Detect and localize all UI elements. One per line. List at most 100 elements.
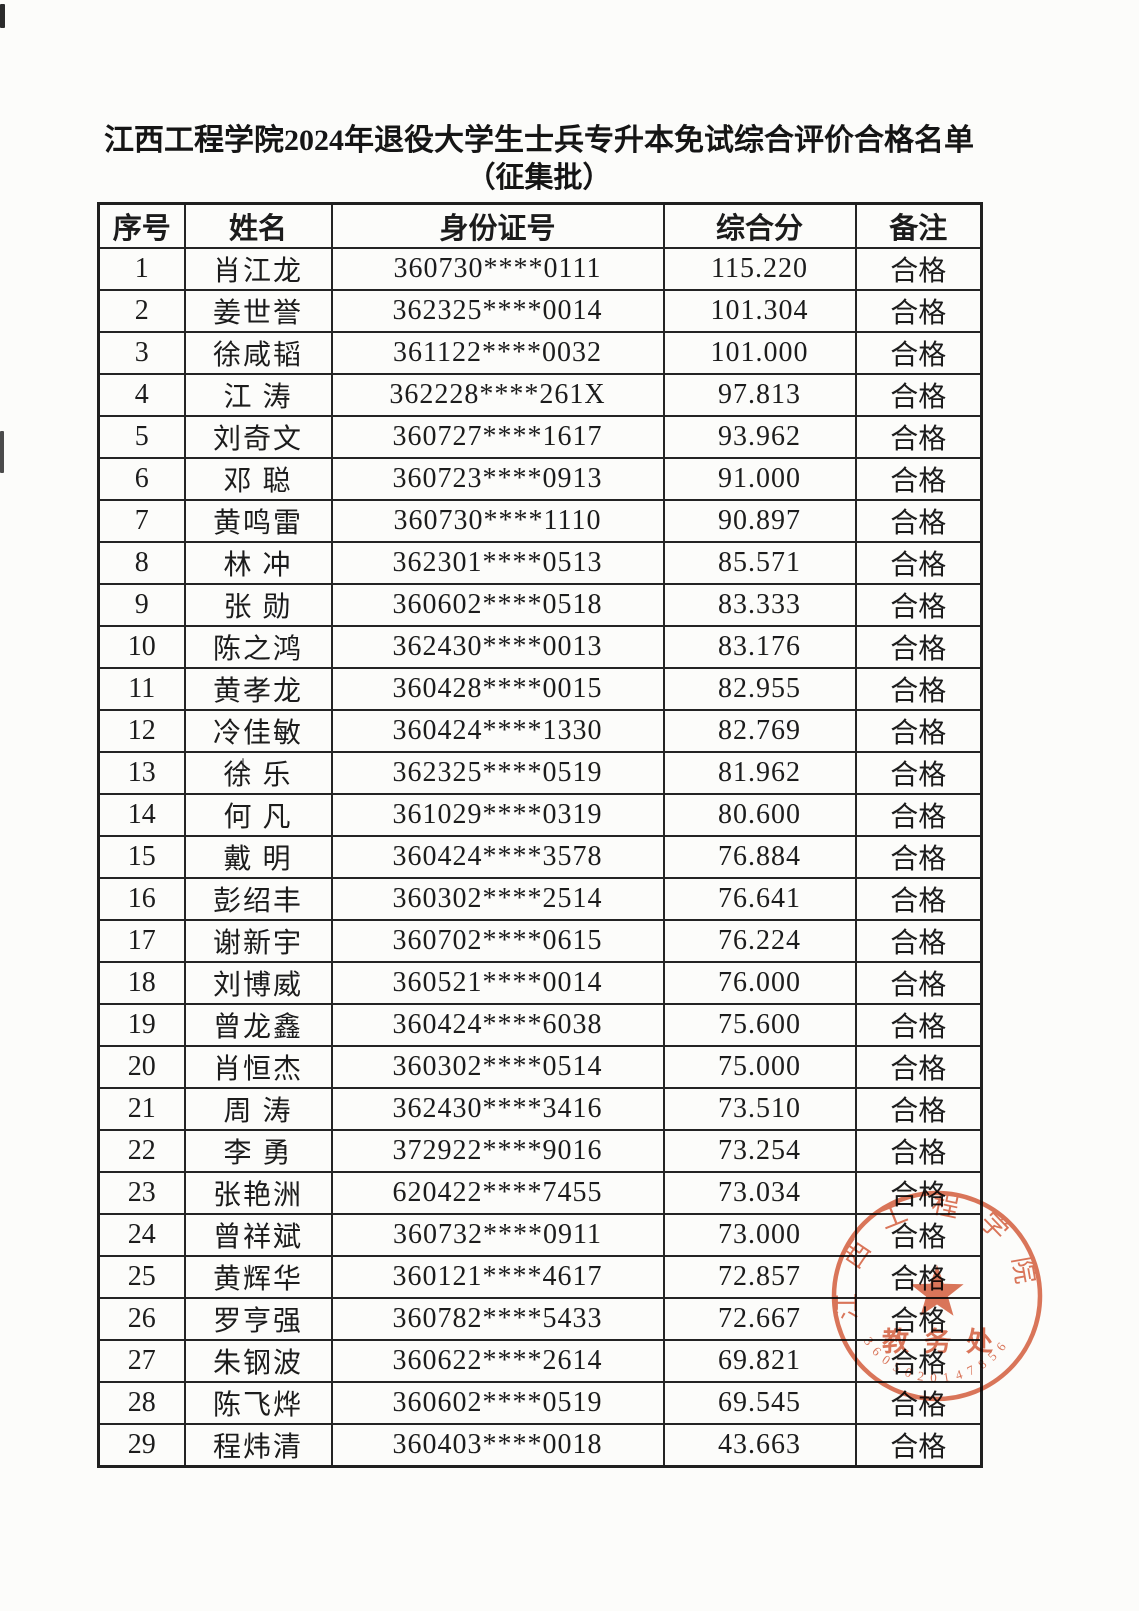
- score-cell: 73.034: [662, 1171, 857, 1215]
- score-cell: 69.821: [662, 1339, 857, 1383]
- name-cell: 徐咸韬: [183, 331, 333, 375]
- score-cell: 72.857: [662, 1255, 857, 1299]
- row-number-cell: 3: [97, 331, 186, 375]
- score-cell: 82.769: [662, 709, 857, 753]
- score-cell: 73.254: [662, 1129, 857, 1173]
- name-cell: 邓 聪: [183, 457, 333, 501]
- id-number-cell: 360424****1330: [330, 709, 665, 753]
- row-number-cell: 1: [97, 247, 186, 291]
- score-cell: 72.667: [662, 1297, 857, 1341]
- name-cell: 陈飞烨: [183, 1381, 333, 1425]
- name-cell: 张艳洲: [183, 1171, 333, 1215]
- row-number-cell: 27: [97, 1339, 186, 1383]
- table-row: 26 罗亨强 360782****5433 72.667 合格: [97, 1297, 983, 1341]
- score-cell: 101.304: [662, 289, 857, 333]
- name-cell: 姜世誉: [183, 289, 333, 333]
- table-row: 22 李 勇 372922****9016 73.254 合格: [97, 1129, 983, 1173]
- column-header-cell: 姓名: [183, 202, 333, 249]
- document-title-line2: （征集批）: [466, 162, 612, 194]
- name-cell: 刘奇文: [183, 415, 333, 459]
- remark-cell: 合格: [854, 1171, 983, 1215]
- row-number-cell: 25: [97, 1255, 186, 1299]
- remark-cell: 合格: [854, 1423, 983, 1468]
- row-number-cell: 17: [97, 919, 186, 963]
- id-number-cell: 362325****0519: [330, 751, 665, 795]
- column-header-cell: 身份证号: [330, 202, 665, 249]
- name-cell: 戴 明: [183, 835, 333, 879]
- row-number-cell: 2: [97, 289, 186, 333]
- remark-cell: 合格: [854, 583, 983, 627]
- score-cell: 82.955: [662, 667, 857, 711]
- table-row: 25 黄辉华 360121****4617 72.857 合格: [97, 1255, 983, 1299]
- id-number-cell: 360428****0015: [330, 667, 665, 711]
- name-cell: 彭绍丰: [183, 877, 333, 921]
- name-cell: 曾龙鑫: [183, 1003, 333, 1047]
- name-cell: 江 涛: [183, 373, 333, 417]
- table-row: 27 朱钢波 360622****2614 69.821 合格: [97, 1339, 983, 1383]
- remark-cell: 合格: [854, 835, 983, 879]
- name-cell: 徐 乐: [183, 751, 333, 795]
- row-number-cell: 8: [97, 541, 186, 585]
- table-row: 20 肖恒杰 360302****0514 75.000 合格: [97, 1045, 983, 1089]
- table-row: 4 江 涛 362228****261X 97.813 合格: [97, 373, 983, 417]
- table-row: 13 徐 乐 362325****0519 81.962 合格: [97, 751, 983, 795]
- name-cell: 肖恒杰: [183, 1045, 333, 1089]
- row-number-cell: 20: [97, 1045, 186, 1089]
- id-number-cell: 360730****1110: [330, 499, 665, 543]
- remark-cell: 合格: [854, 667, 983, 711]
- id-number-cell: 360602****0518: [330, 583, 665, 627]
- id-number-cell: 361122****0032: [330, 331, 665, 375]
- id-number-cell: 360727****1617: [330, 415, 665, 459]
- name-cell: 朱钢波: [183, 1339, 333, 1383]
- score-cell: 43.663: [662, 1423, 857, 1468]
- row-number-cell: 14: [97, 793, 186, 837]
- table-row: 6 邓 聪 360723****0913 91.000 合格: [97, 457, 983, 501]
- name-cell: 黄鸣雷: [183, 499, 333, 543]
- document-title: 江西工程学院2024年退役大学生士兵专升本免试综合评价合格名单 （征集批）: [97, 122, 981, 196]
- name-cell: 李 勇: [183, 1129, 333, 1173]
- score-cell: 75.600: [662, 1003, 857, 1047]
- row-number-cell: 19: [97, 1003, 186, 1047]
- score-cell: 73.510: [662, 1087, 857, 1131]
- remark-cell: 合格: [854, 1087, 983, 1131]
- document-title-line1: 江西工程学院2024年退役大学生士兵专升本免试综合评价合格名单: [104, 124, 974, 157]
- remark-cell: 合格: [854, 793, 983, 837]
- remark-cell: 合格: [854, 415, 983, 459]
- remark-cell: 合格: [854, 499, 983, 543]
- name-cell: 张 勋: [183, 583, 333, 627]
- name-cell: 林 冲: [183, 541, 333, 585]
- remark-cell: 合格: [854, 1255, 983, 1299]
- id-number-cell: 362325****0014: [330, 289, 665, 333]
- table-row: 19 曾龙鑫 360424****6038 75.600 合格: [97, 1003, 983, 1047]
- row-number-cell: 22: [97, 1129, 186, 1173]
- table-row: 24 曾祥斌 360732****0911 73.000 合格: [97, 1213, 983, 1257]
- remark-cell: 合格: [854, 1213, 983, 1257]
- row-number-cell: 15: [97, 835, 186, 879]
- table-header-row: 序号 姓名 身份证号 综合分 备注: [97, 202, 983, 249]
- score-cell: 93.962: [662, 415, 857, 459]
- score-cell: 76.641: [662, 877, 857, 921]
- name-cell: 周 涛: [183, 1087, 333, 1131]
- row-number-cell: 18: [97, 961, 186, 1005]
- remark-cell: 合格: [854, 1381, 983, 1425]
- row-number-cell: 7: [97, 499, 186, 543]
- score-cell: 75.000: [662, 1045, 857, 1089]
- id-number-cell: 360302****0514: [330, 1045, 665, 1089]
- id-number-cell: 360782****5433: [330, 1297, 665, 1341]
- id-number-cell: 360730****0111: [330, 247, 665, 291]
- remark-cell: 合格: [854, 1003, 983, 1047]
- id-number-cell: 360521****0014: [330, 961, 665, 1005]
- row-number-cell: 26: [97, 1297, 186, 1341]
- row-number-cell: 11: [97, 667, 186, 711]
- table-row: 10 陈之鸿 362430****0013 83.176 合格: [97, 625, 983, 669]
- row-number-cell: 6: [97, 457, 186, 501]
- table-row: 28 陈飞烨 360602****0519 69.545 合格: [97, 1381, 983, 1425]
- id-number-cell: 360424****6038: [330, 1003, 665, 1047]
- id-number-cell: 362301****0513: [330, 541, 665, 585]
- row-number-cell: 16: [97, 877, 186, 921]
- table-row: 17 谢新宇 360702****0615 76.224 合格: [97, 919, 983, 963]
- table-row: 15 戴 明 360424****3578 76.884 合格: [97, 835, 983, 879]
- table-row: 16 彭绍丰 360302****2514 76.641 合格: [97, 877, 983, 921]
- table-row: 14 何 凡 361029****0319 80.600 合格: [97, 793, 983, 837]
